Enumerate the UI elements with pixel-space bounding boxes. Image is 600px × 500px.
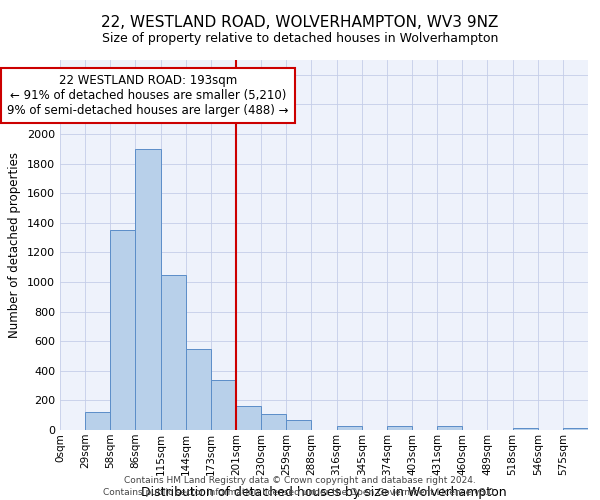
Bar xyxy=(337,426,362,430)
Bar xyxy=(286,420,311,430)
Y-axis label: Number of detached properties: Number of detached properties xyxy=(8,152,22,338)
Bar xyxy=(186,348,211,430)
Bar xyxy=(136,149,161,430)
Bar xyxy=(85,412,110,430)
Bar xyxy=(387,426,412,430)
X-axis label: Distribution of detached houses by size in Wolverhampton: Distribution of detached houses by size … xyxy=(141,486,507,499)
Text: 22, WESTLAND ROAD, WOLVERHAMPTON, WV3 9NZ: 22, WESTLAND ROAD, WOLVERHAMPTON, WV3 9N… xyxy=(101,15,499,30)
Bar xyxy=(563,428,588,430)
Text: 22 WESTLAND ROAD: 193sqm
← 91% of detached houses are smaller (5,210)
9% of semi: 22 WESTLAND ROAD: 193sqm ← 91% of detach… xyxy=(7,74,289,117)
Text: Contains HM Land Registry data © Crown copyright and database right 2024.: Contains HM Land Registry data © Crown c… xyxy=(124,476,476,485)
Text: Contains public sector information licensed under the Open Government Licence v3: Contains public sector information licen… xyxy=(103,488,497,497)
Bar xyxy=(161,274,186,430)
Bar xyxy=(236,406,261,430)
Text: Size of property relative to detached houses in Wolverhampton: Size of property relative to detached ho… xyxy=(102,32,498,45)
Bar xyxy=(512,428,538,430)
Bar xyxy=(110,230,136,430)
Bar xyxy=(211,380,236,430)
Bar xyxy=(261,414,286,430)
Bar xyxy=(437,426,462,430)
